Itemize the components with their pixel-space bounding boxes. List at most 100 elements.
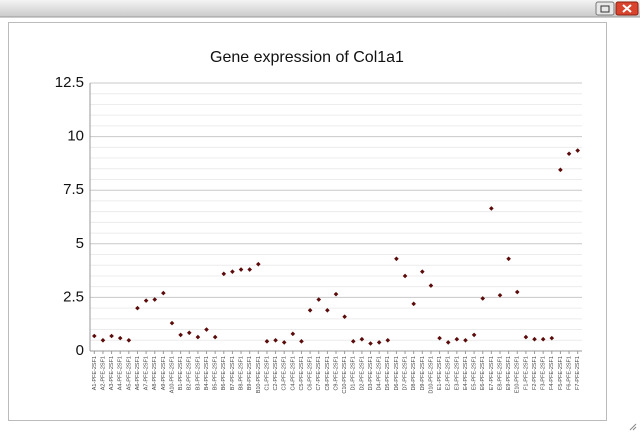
x-tick-label: A5-PFE-2SF1 xyxy=(126,356,132,390)
x-tick-label: F3-PFE-2SF1 xyxy=(541,356,547,390)
x-tick-label: D10-PFE-2SF1 xyxy=(428,356,434,394)
x-tick-label: C5-PFE-2SF1 xyxy=(299,356,305,391)
point xyxy=(161,290,166,296)
point xyxy=(463,337,468,343)
restore-button[interactable] xyxy=(595,1,615,16)
x-tick-label: E10-PFE-2SF1 xyxy=(515,356,521,393)
x-tick-label: F5-PFE-2SF1 xyxy=(558,356,564,390)
x-tick-label: A4-PFE-2SF1 xyxy=(118,356,124,390)
x-tick-label: A2-PFE-2SF1 xyxy=(100,356,106,390)
x-tick-label: D5-PFE-2SF1 xyxy=(385,356,391,391)
x-tick-label: F4-PFE-2SF1 xyxy=(549,356,555,390)
point xyxy=(178,332,183,338)
point xyxy=(350,339,356,344)
x-tick-label: C3-PFE-2SF1 xyxy=(282,356,288,391)
x-tick-label: E2-PFE-2SF1 xyxy=(446,356,452,390)
x-tick-label: B1-PFE-2SF1 xyxy=(178,356,184,390)
x-tick-label: A6-PFE-2SF1 xyxy=(135,356,141,390)
x-tick-label: C9-PFE-2SF1 xyxy=(333,356,339,391)
point xyxy=(411,301,416,307)
x-tick-label: C6-PFE-2SF1 xyxy=(308,356,314,391)
x-tick-label: B5-PFE-2SF1 xyxy=(213,356,219,390)
point xyxy=(394,256,399,262)
point xyxy=(376,340,382,345)
point xyxy=(428,283,434,288)
point xyxy=(281,340,287,345)
point xyxy=(523,334,529,340)
point xyxy=(445,340,451,345)
point xyxy=(247,267,252,272)
point xyxy=(480,296,486,301)
x-tick-label: D9-PFE-2SF1 xyxy=(420,356,426,391)
point xyxy=(299,339,304,344)
point xyxy=(204,327,209,332)
x-tick-label: F7-PFE-2SF1 xyxy=(575,356,581,390)
x-tick-label: E1-PFE-2SF1 xyxy=(437,356,443,390)
x-tick-label: C1-PFE-2SF1 xyxy=(264,356,270,391)
point xyxy=(143,298,149,303)
x-tick-label: B7-PFE-2SF1 xyxy=(230,356,236,390)
x-tick-label: E5-PFE-2SF1 xyxy=(472,356,478,390)
point xyxy=(471,332,477,338)
chart-area xyxy=(8,22,607,421)
resize-grip xyxy=(629,423,637,431)
point xyxy=(489,206,494,211)
x-tick-label: B3-PFE-2SF1 xyxy=(195,356,201,390)
point xyxy=(325,307,330,313)
x-tick-label: A1-PFE-2SF1 xyxy=(92,356,98,390)
x-tick-label: A10-PFE-2SF1 xyxy=(169,356,175,393)
restore-icon xyxy=(600,5,610,13)
x-tick-label: B4-PFE-2SF1 xyxy=(204,356,210,390)
x-tick-label: F6-PFE-2SF1 xyxy=(567,356,573,390)
close-icon xyxy=(622,4,632,13)
y-tick-label: 2.5 xyxy=(63,288,84,305)
x-tick-label: B8-PFE-2SF1 xyxy=(239,356,245,390)
point xyxy=(290,331,296,337)
x-tick-label: D6-PFE-2SF1 xyxy=(394,356,400,391)
title-bar xyxy=(0,0,640,17)
point xyxy=(316,297,322,302)
point xyxy=(169,320,175,326)
point xyxy=(307,307,313,313)
x-tick-label: A3-PFE-2SF1 xyxy=(109,356,115,390)
point xyxy=(333,291,339,297)
point xyxy=(212,334,218,340)
point xyxy=(575,148,580,153)
x-tick-label: D4-PFE-2SF1 xyxy=(377,356,383,391)
x-tick-label: D7-PFE-2SF1 xyxy=(403,356,409,391)
point xyxy=(100,337,106,343)
x-tick-label: B10-PFE-2SF1 xyxy=(256,356,262,393)
x-tick-label: D3-PFE-2SF1 xyxy=(368,356,374,391)
point xyxy=(152,297,158,302)
y-tick-label: 5 xyxy=(76,235,84,252)
point xyxy=(230,269,235,274)
x-tick-label: B9-PFE-2SF1 xyxy=(247,356,253,390)
y-tick-label: 12.5 xyxy=(55,74,84,91)
point xyxy=(126,337,132,343)
x-tick-label: F1-PFE-2SF1 xyxy=(523,356,529,390)
point xyxy=(117,335,123,341)
x-tick-label: B2-PFE-2SF1 xyxy=(187,356,193,390)
point xyxy=(238,267,244,272)
point xyxy=(264,339,270,344)
point xyxy=(514,289,520,295)
point xyxy=(454,336,460,342)
point xyxy=(92,333,97,339)
x-tick-label: B6-PFE-2SF1 xyxy=(221,356,227,390)
point xyxy=(402,273,408,279)
x-tick-label: E8-PFE-2SF1 xyxy=(497,356,503,390)
point xyxy=(109,333,114,339)
x-tick-label: C2-PFE-2SF1 xyxy=(273,356,279,391)
x-tick-label: E9-PFE-2SF1 xyxy=(506,356,512,390)
point xyxy=(256,261,261,267)
x-tick-label: F2-PFE-2SF1 xyxy=(532,356,538,390)
point xyxy=(359,336,365,342)
y-tick-label: 7.5 xyxy=(63,181,84,198)
x-tick-label: A9-PFE-2SF1 xyxy=(161,356,167,390)
x-tick-label: A7-PFE-2SF1 xyxy=(144,356,150,390)
point xyxy=(532,336,537,342)
x-tick-label: E3-PFE-2SF1 xyxy=(454,356,460,390)
point xyxy=(558,167,563,173)
point xyxy=(342,314,347,319)
